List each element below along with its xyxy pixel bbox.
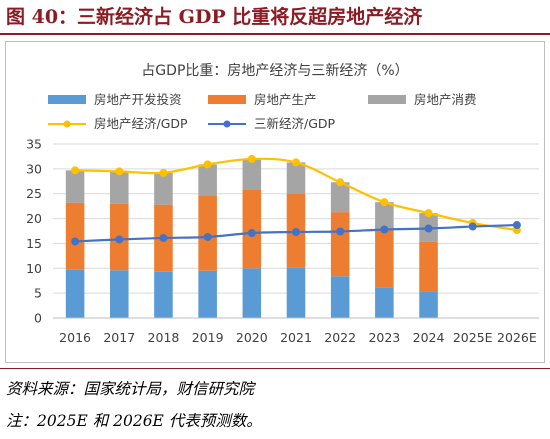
chart-title: 占GDP比重：房地产经济与三新经济（%） — [141, 63, 408, 79]
bar-segment-s3-2018 — [154, 172, 173, 205]
series-point-1-2018 — [159, 168, 168, 177]
legend-label-2: 房地产生产 — [254, 92, 317, 107]
chart-panel: 占GDP比重：房地产经济与三新经济（%） 房地产开发投资 房地产生产 房地产消费房地产… — [5, 41, 545, 363]
bar-segment-s1-2016 — [65, 269, 85, 318]
y-tick-label-25: 25 — [26, 186, 42, 201]
series-point-1-2022 — [336, 178, 345, 187]
bar-segment-s3-2017 — [109, 171, 129, 204]
series-point-2-2024 — [424, 224, 433, 233]
bar-segment-s1-2024 — [419, 291, 438, 318]
x-tick-label-2024: 2024 — [413, 330, 445, 345]
series-point-1-2024 — [424, 209, 433, 218]
bar-segment-s2-2024 — [419, 241, 438, 292]
bar-segment-s1-2018 — [154, 271, 173, 318]
y-tick-label-0: 0 — [34, 311, 42, 326]
y-tick-label-10: 10 — [26, 261, 42, 276]
series-point-1-2021 — [292, 158, 300, 167]
series-point-2-2021 — [292, 227, 300, 236]
bar-segment-s1-2022 — [330, 276, 350, 318]
x-tick-label-2021: 2021 — [280, 330, 312, 345]
x-tick-label-2022: 2022 — [324, 330, 356, 345]
y-tick-label-5: 5 — [34, 286, 42, 301]
bar-segment-s1-2017 — [109, 270, 129, 318]
footer-divider — [0, 368, 550, 369]
legend-swatch-3 — [368, 95, 406, 104]
series-point-2-2023 — [380, 225, 389, 234]
footnote: 注：2025E 和 2026E 代表预测数。 — [6, 412, 262, 430]
x-tick-label-2020: 2020 — [236, 330, 268, 345]
bar-segment-s3-2016 — [65, 170, 85, 203]
series-point-2-2026E — [512, 221, 521, 230]
series-point-2-2018 — [159, 233, 168, 242]
series-point-2-2019 — [203, 232, 212, 241]
x-tick-label-2023: 2023 — [368, 330, 400, 345]
y-tick-label-15: 15 — [26, 236, 42, 251]
series-point-2-2020 — [247, 228, 256, 237]
source-note: 资料来源：国家统计局，财信研究院 — [6, 380, 255, 398]
bar-segment-s3-2023 — [375, 202, 394, 231]
legend-marker-1 — [63, 120, 71, 128]
bar-segment-s1-2019 — [198, 270, 217, 318]
x-tick-label-2026E: 2026E — [497, 330, 537, 345]
bar-segment-s1-2021 — [286, 267, 306, 318]
bar-segment-s2-2020 — [242, 189, 262, 269]
bar-segment-s1-2020 — [242, 268, 262, 318]
title-divider — [0, 33, 550, 35]
x-tick-label-2025E: 2025E — [453, 330, 493, 345]
legend-label-4: 房地产经济/GDP — [94, 116, 188, 131]
series-point-2-2025E — [468, 222, 477, 231]
x-tick-label-2018: 2018 — [148, 330, 180, 345]
legend-label-3: 房地产消费 — [414, 92, 477, 107]
x-tick-label-2019: 2019 — [192, 330, 224, 345]
legend-label-1: 房地产开发投资 — [94, 92, 182, 107]
legend-label-5: 三新经济/GDP — [254, 116, 336, 131]
y-tick-label-35: 35 — [26, 137, 42, 152]
bar-segment-s3-2020 — [242, 158, 262, 190]
bar-segment-s3-2022 — [330, 182, 350, 213]
series-point-2-2022 — [336, 227, 345, 236]
series-point-1-2017 — [115, 167, 124, 176]
x-tick-label-2017: 2017 — [103, 330, 135, 345]
bar-segment-s2-2022 — [330, 212, 350, 277]
bar-segment-s1-2023 — [375, 287, 394, 318]
series-point-2-2016 — [71, 237, 80, 246]
y-tick-label-30: 30 — [26, 161, 42, 176]
bar-segment-s2-2023 — [375, 230, 394, 288]
series-point-1-2020 — [247, 154, 256, 163]
legend-swatch-1 — [48, 95, 86, 104]
bar-segment-s3-2019 — [198, 164, 217, 196]
bar-segment-s3-2021 — [286, 162, 306, 194]
figure-title: 图 40：三新经济占 GDP 比重将反超房地产经济 — [6, 6, 423, 28]
series-point-1-2019 — [203, 160, 212, 169]
legend-swatch-2 — [208, 95, 246, 104]
series-point-1-2016 — [71, 166, 80, 175]
legend-marker-2 — [223, 120, 231, 128]
series-point-2-2017 — [115, 235, 124, 244]
y-tick-label-20: 20 — [26, 211, 42, 226]
x-tick-label-2016: 2016 — [59, 330, 91, 345]
series-point-1-2023 — [380, 198, 389, 207]
chart-canvas: 占GDP比重：房地产经济与三新经济（%） 房地产开发投资 房地产生产 房地产消费房地产… — [26, 63, 539, 345]
bar-segment-s2-2016 — [65, 202, 85, 270]
